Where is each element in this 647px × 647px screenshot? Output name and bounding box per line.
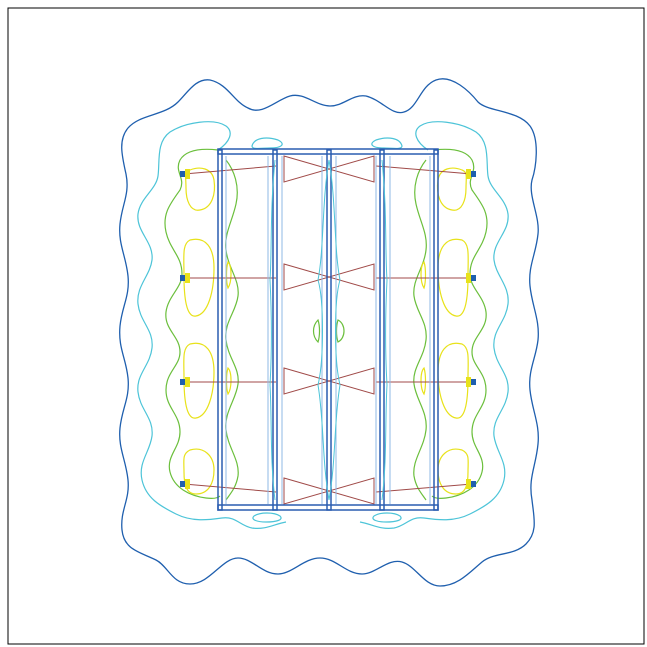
cyan-blob <box>371 137 403 150</box>
node-marker <box>180 481 186 487</box>
node-marker <box>180 171 186 177</box>
node-marker <box>470 275 476 281</box>
node-highlight <box>185 169 190 179</box>
node-highlight <box>185 377 190 387</box>
green-contour-right <box>431 148 488 499</box>
node-marker <box>470 171 476 177</box>
node-marker <box>180 379 186 385</box>
node-marker <box>180 275 186 281</box>
square-node-marker-group <box>180 169 476 489</box>
node-highlight <box>466 377 471 387</box>
node-marker <box>470 379 476 385</box>
cyan-blob <box>251 137 283 150</box>
plot-border <box>7 7 645 645</box>
cyan-blob <box>252 512 282 523</box>
green-blob-center <box>312 318 321 344</box>
cyan-blob <box>372 512 402 523</box>
node-highlight <box>466 169 471 179</box>
green-blob-center <box>335 319 345 343</box>
green-contour-right-inner <box>413 159 427 501</box>
yellow-contours-left <box>183 167 232 495</box>
outer-contour <box>119 78 539 587</box>
node-highlight <box>466 479 471 489</box>
cyan-column-contours <box>269 159 388 501</box>
node-marker <box>470 481 476 487</box>
green-contour-left-inner <box>225 159 239 501</box>
structure-frame <box>217 148 439 511</box>
yellow-contours-right <box>420 167 469 495</box>
node-highlight <box>466 273 471 283</box>
green-contour-left <box>164 148 221 499</box>
cyan-contour <box>137 121 509 529</box>
node-highlight <box>185 479 190 489</box>
cross-bracing <box>183 155 473 505</box>
node-highlight <box>185 273 190 283</box>
